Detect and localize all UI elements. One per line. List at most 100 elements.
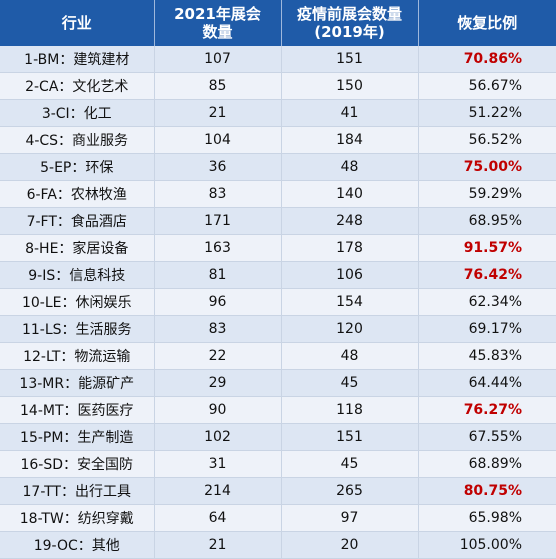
count-2019-cell: 48	[281, 342, 419, 370]
count-2021-cell: 64	[154, 504, 282, 532]
recovery-ratio-cell: 76.27%	[418, 396, 556, 424]
recovery-ratio-cell: 56.52%	[418, 126, 556, 154]
recovery-ratio-cell: 75.00%	[418, 153, 556, 181]
industry-cell: 17-TT：出行工具	[0, 477, 155, 505]
recovery-ratio-cell: 69.17%	[418, 315, 556, 343]
header-recovery-ratio: 恢复比例	[418, 0, 556, 46]
header-industry: 行业	[0, 0, 155, 46]
industry-cell: 7-FT：食品酒店	[0, 207, 155, 235]
recovery-ratio-cell: 64.44%	[418, 369, 556, 397]
count-2021-cell: 171	[154, 207, 282, 235]
count-2021-cell: 21	[154, 99, 282, 127]
header-pre-pandemic-count: 疫情前展会数量 (2019年)	[281, 0, 419, 46]
recovery-ratio-cell: 91.57%	[418, 234, 556, 262]
count-2019-cell: 48	[281, 153, 419, 181]
industry-cell: 8-HE：家居设备	[0, 234, 155, 262]
header-count-2021-line1: 2021年展会	[174, 5, 261, 23]
count-2021-cell: 81	[154, 261, 282, 289]
table-row: 11-LS：生活服务 83 120 69.17%	[0, 315, 556, 343]
table-row: 17-TT：出行工具 214 265 80.75%	[0, 477, 556, 505]
table-row: 1-BM：建筑建材 107 151 70.86%	[0, 46, 556, 73]
table-row: 13-MR：能源矿产 29 45 64.44%	[0, 369, 556, 397]
count-2021-cell: 83	[154, 315, 282, 343]
count-2019-cell: 154	[281, 288, 419, 316]
table-row: 3-CI：化工 21 41 51.22%	[0, 99, 556, 127]
table-row: 19-OC：其他 21 20 105.00%	[0, 531, 556, 559]
industry-cell: 9-IS：信息科技	[0, 261, 155, 289]
industry-cell: 11-LS：生活服务	[0, 315, 155, 343]
recovery-ratio-cell: 56.67%	[418, 72, 556, 100]
table-row: 9-IS：信息科技 81 106 76.42%	[0, 261, 556, 289]
header-count-2021-line2: 数量	[202, 23, 233, 41]
count-2019-cell: 97	[281, 504, 419, 532]
industry-cell: 19-OC：其他	[0, 531, 155, 559]
recovery-ratio-cell: 62.34%	[418, 288, 556, 316]
header-industry-label: 行业	[61, 14, 92, 32]
count-2019-cell: 265	[281, 477, 419, 505]
count-2021-cell: 214	[154, 477, 282, 505]
count-2019-cell: 178	[281, 234, 419, 262]
table-body: 1-BM：建筑建材 107 151 70.86% 2-CA：文化艺术 85 150 56.67…	[0, 46, 556, 559]
industry-cell: 4-CS：商业服务	[0, 126, 155, 154]
table-row: 10-LE：休闲娱乐 96 154 62.34%	[0, 288, 556, 316]
recovery-ratio-cell: 80.75%	[418, 477, 556, 505]
industry-cell: 12-LT：物流运输	[0, 342, 155, 370]
industry-cell: 6-FA：农林牧渔	[0, 180, 155, 208]
count-2021-cell: 22	[154, 342, 282, 370]
table-header: 行业 2021年展会 数量 疫情前展会数量 (2019年) 恢复比例	[0, 0, 556, 46]
count-2019-cell: 45	[281, 369, 419, 397]
count-2021-cell: 107	[154, 46, 282, 73]
count-2019-cell: 150	[281, 72, 419, 100]
count-2019-cell: 120	[281, 315, 419, 343]
recovery-ratio-cell: 68.95%	[418, 207, 556, 235]
header-ratio-label: 恢复比例	[457, 14, 518, 32]
recovery-ratio-cell: 76.42%	[418, 261, 556, 289]
industry-cell: 10-LE：休闲娱乐	[0, 288, 155, 316]
count-2019-cell: 118	[281, 396, 419, 424]
recovery-ratio-cell: 65.98%	[418, 504, 556, 532]
recovery-ratio-cell: 67.55%	[418, 423, 556, 451]
count-2021-cell: 21	[154, 531, 282, 559]
count-2019-cell: 151	[281, 46, 419, 73]
recovery-ratio-cell: 45.83%	[418, 342, 556, 370]
industry-cell: 14-MT：医药医疗	[0, 396, 155, 424]
industry-cell: 5-EP：环保	[0, 153, 155, 181]
recovery-ratio-cell: 70.86%	[418, 46, 556, 73]
count-2021-cell: 96	[154, 288, 282, 316]
table-row: 2-CA：文化艺术 85 150 56.67%	[0, 72, 556, 100]
count-2019-cell: 106	[281, 261, 419, 289]
count-2019-cell: 20	[281, 531, 419, 559]
count-2021-cell: 29	[154, 369, 282, 397]
count-2021-cell: 90	[154, 396, 282, 424]
recovery-ratio-cell: 59.29%	[418, 180, 556, 208]
table-row: 18-TW：纺织穿戴 64 97 65.98%	[0, 504, 556, 532]
table-row: 16-SD：安全国防 31 45 68.89%	[0, 450, 556, 478]
count-2019-cell: 41	[281, 99, 419, 127]
table-row: 5-EP：环保 36 48 75.00%	[0, 153, 556, 181]
count-2021-cell: 31	[154, 450, 282, 478]
industry-cell: 2-CA：文化艺术	[0, 72, 155, 100]
table-row: 7-FT：食品酒店 171 248 68.95%	[0, 207, 556, 235]
table-row: 8-HE：家居设备 163 178 91.57%	[0, 234, 556, 262]
industry-cell: 18-TW：纺织穿戴	[0, 504, 155, 532]
count-2021-cell: 104	[154, 126, 282, 154]
count-2019-cell: 140	[281, 180, 419, 208]
header-pre-line1: 疫情前展会数量	[296, 5, 402, 23]
header-pre-line2: (2019年)	[314, 23, 385, 41]
count-2021-cell: 36	[154, 153, 282, 181]
count-2021-cell: 83	[154, 180, 282, 208]
count-2019-cell: 248	[281, 207, 419, 235]
industry-cell: 1-BM：建筑建材	[0, 46, 155, 73]
industry-cell: 16-SD：安全国防	[0, 450, 155, 478]
count-2021-cell: 102	[154, 423, 282, 451]
header-count-2021: 2021年展会 数量	[154, 0, 282, 46]
table-row: 4-CS：商业服务 104 184 56.52%	[0, 126, 556, 154]
industry-cell: 3-CI：化工	[0, 99, 155, 127]
count-2019-cell: 45	[281, 450, 419, 478]
industry-cell: 15-PM：生产制造	[0, 423, 155, 451]
recovery-ratio-cell: 68.89%	[418, 450, 556, 478]
count-2019-cell: 151	[281, 423, 419, 451]
table-row: 15-PM：生产制造 102 151 67.55%	[0, 423, 556, 451]
recovery-ratio-cell: 51.22%	[418, 99, 556, 127]
